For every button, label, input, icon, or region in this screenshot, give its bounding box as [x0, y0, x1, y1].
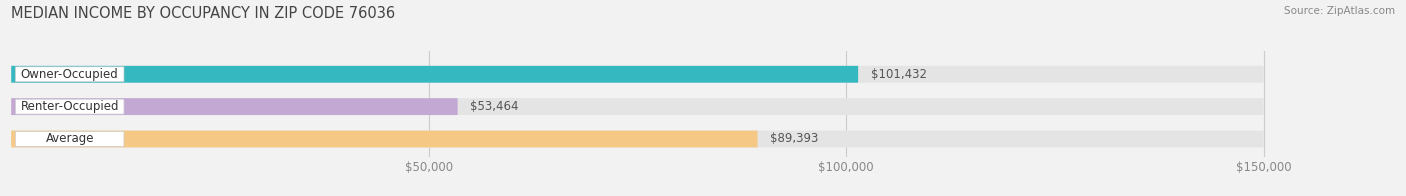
FancyBboxPatch shape	[15, 132, 124, 146]
Text: Source: ZipAtlas.com: Source: ZipAtlas.com	[1284, 6, 1395, 16]
FancyBboxPatch shape	[11, 131, 758, 147]
Text: $53,464: $53,464	[470, 100, 519, 113]
FancyBboxPatch shape	[11, 66, 858, 83]
FancyBboxPatch shape	[11, 66, 1264, 83]
Text: MEDIAN INCOME BY OCCUPANCY IN ZIP CODE 76036: MEDIAN INCOME BY OCCUPANCY IN ZIP CODE 7…	[11, 6, 395, 21]
Text: Owner-Occupied: Owner-Occupied	[21, 68, 118, 81]
Text: $89,393: $89,393	[770, 132, 818, 145]
FancyBboxPatch shape	[11, 98, 457, 115]
FancyBboxPatch shape	[15, 67, 124, 82]
Text: Renter-Occupied: Renter-Occupied	[21, 100, 120, 113]
Text: Average: Average	[45, 132, 94, 145]
FancyBboxPatch shape	[15, 99, 124, 114]
FancyBboxPatch shape	[11, 98, 1264, 115]
FancyBboxPatch shape	[11, 131, 1264, 147]
Text: $101,432: $101,432	[870, 68, 927, 81]
